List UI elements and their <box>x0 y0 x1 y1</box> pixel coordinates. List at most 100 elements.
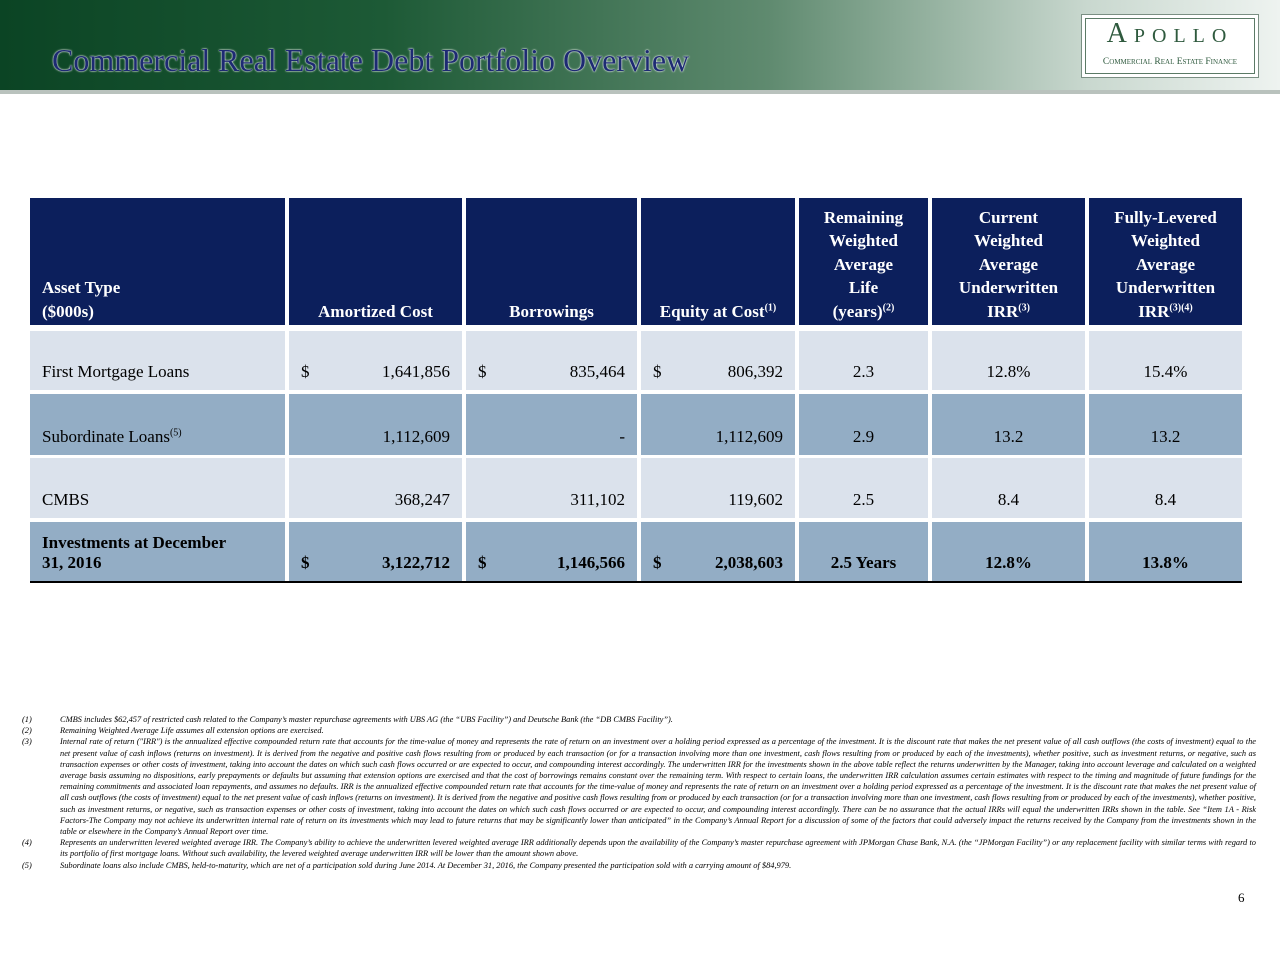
amount: 119,602 <box>728 490 783 509</box>
row-label-cell: CMBS <box>30 458 285 518</box>
header-text: Asset Type <box>42 278 121 297</box>
value-cell: 13.8% <box>1089 522 1242 581</box>
amount: 1,112,609 <box>715 427 783 446</box>
amount-cell: $806,392 <box>641 331 795 390</box>
footnote: (1) CMBS includes $62,457 of restricted c… <box>22 714 1256 725</box>
header-text: IRR <box>987 301 1019 321</box>
amount: 806,392 <box>727 362 783 381</box>
footnote-text: CMBS includes $62,457 of restricted cash… <box>60 715 673 724</box>
header-line: Life <box>811 276 916 300</box>
value-cell: 15.4% <box>1089 331 1242 390</box>
amount: 311,102 <box>570 490 625 509</box>
header-cell: Amortized Cost <box>289 198 462 325</box>
amount-cell: $1,641,856 <box>289 331 462 390</box>
value: 13.2 <box>993 427 1024 446</box>
row-label: Investments at December 31, 2016 <box>42 533 245 573</box>
amount-cell: - <box>466 394 637 455</box>
currency-sign: $ <box>301 362 310 381</box>
header-line: Average <box>811 253 916 277</box>
header-cell: Fully-Levered Weighted Average Underwritten… <box>1089 198 1242 325</box>
header-line: Borrowings <box>478 300 625 324</box>
header-rule <box>0 90 1280 94</box>
footnote: (5) Subordinate loans also include CMBS, … <box>22 860 1256 871</box>
value-cell: 12.8% <box>932 522 1085 581</box>
amount-cell: $3,122,712 <box>289 522 462 581</box>
footnote-ref: (5) <box>169 427 182 439</box>
header-line: Weighted <box>811 229 916 253</box>
amount-cell: 368,247 <box>289 458 462 518</box>
footnote-ref: (1) <box>764 301 777 313</box>
header-text: Current <box>978 207 1039 227</box>
footnote-ref: (3) <box>1018 301 1030 313</box>
value-cell: 13.2 <box>1089 394 1242 455</box>
currency-sign: $ <box>653 553 662 572</box>
currency-sign: $ <box>301 553 310 572</box>
value-cell: 2.5 Years <box>799 522 928 581</box>
header-text: Life <box>848 278 879 297</box>
header-line: Underwritten <box>1101 276 1230 300</box>
header-text: Average <box>978 254 1039 274</box>
header-line: Equity at Cost(1) <box>653 300 783 324</box>
header-text: Average <box>1135 254 1196 274</box>
row-label-cell: First Mortgage Loans <box>30 331 285 390</box>
header-line: Average <box>944 253 1073 277</box>
amount-cell: 1,112,609 <box>641 394 795 455</box>
header-text: Weighted <box>1131 231 1200 250</box>
value: 12.8% <box>985 553 1032 572</box>
amount: 3,122,712 <box>382 553 450 572</box>
header-line: IRR(3) <box>944 300 1073 324</box>
amount: - <box>619 427 625 446</box>
footnote-ref: (3)(4) <box>1169 301 1193 313</box>
footnote-number: (1) <box>22 715 32 724</box>
page-number: 6 <box>1238 890 1245 905</box>
header-text: Equity at Cost <box>659 301 765 321</box>
currency-sign: $ <box>478 553 487 572</box>
footnote: (2) Remaining Weighted Average Life assum… <box>22 725 1256 736</box>
header-text: Underwritten <box>1115 278 1216 297</box>
header-text: Borrowings <box>509 301 594 321</box>
footnote-text: Represents an underwritten levered weigh… <box>60 838 1256 859</box>
header-line: Amortized Cost <box>301 300 450 324</box>
header-line: IRR(3)(4) <box>1101 300 1230 324</box>
value: 8.4 <box>997 490 1020 509</box>
header-line: ($000s) <box>42 300 273 324</box>
value-cell: 8.4 <box>932 458 1085 518</box>
value-cell: 2.3 <box>799 331 928 390</box>
header-cell: Remaining Weighted Average Life (years)(2) <box>799 198 928 325</box>
header-line: Average <box>1101 253 1230 277</box>
currency-sign: $ <box>478 362 487 381</box>
amount: 1,146,566 <box>557 553 625 572</box>
amount: 2,038,603 <box>715 553 783 572</box>
value: 15.4% <box>1143 362 1188 381</box>
amount: 1,641,856 <box>382 362 450 381</box>
header-cell: Asset Type ($000s) <box>30 198 285 325</box>
amount: 835,464 <box>569 362 625 381</box>
amount-cell: 1,112,609 <box>289 394 462 455</box>
currency-sign: $ <box>653 362 662 381</box>
logo-name: Apollo <box>1106 18 1234 49</box>
footnote: (4) Represents an underwritten levered we… <box>22 837 1256 859</box>
header-line: Weighted <box>1101 229 1230 253</box>
logo-frame <box>1085 18 1255 74</box>
footnote-text: Subordinate loans also include CMBS, hel… <box>60 860 792 870</box>
value: 13.8% <box>1142 553 1189 572</box>
value-cell: 12.8% <box>932 331 1085 390</box>
header-text: (years) <box>832 301 883 321</box>
header-line: Weighted <box>944 229 1073 253</box>
header-line: (years)(2) <box>811 300 916 324</box>
row-label: First Mortgage Loans <box>42 362 273 382</box>
row-label-text: First Mortgage Loans <box>42 362 190 381</box>
row-label-cell: Subordinate Loans(5) <box>30 394 285 455</box>
amount-cell: $2,038,603 <box>641 522 795 581</box>
header-line: Remaining <box>811 206 916 230</box>
header-text: Underwritten <box>958 278 1059 297</box>
header-cell: Borrowings <box>466 198 637 325</box>
footnote-ref: (2) <box>882 301 895 313</box>
amount: 1,112,609 <box>382 427 450 446</box>
header-text: ($000s) <box>42 301 94 321</box>
value: 2.5 Years <box>830 553 897 572</box>
value: 12.8% <box>986 362 1031 381</box>
value-cell: 2.9 <box>799 394 928 455</box>
value: 13.2 <box>1150 427 1181 446</box>
